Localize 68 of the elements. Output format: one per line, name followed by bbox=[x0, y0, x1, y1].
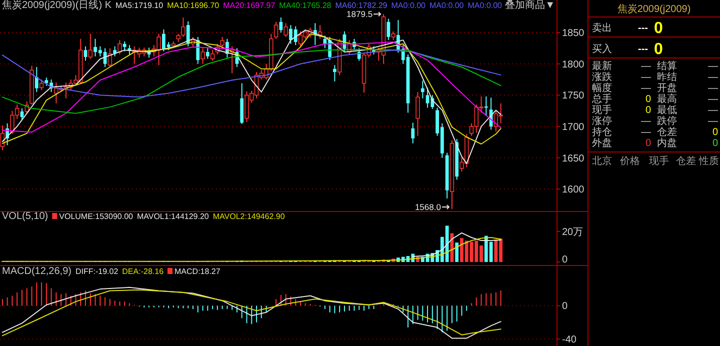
text: 0 bbox=[712, 138, 718, 149]
y-tick-label: 1800 bbox=[562, 59, 585, 70]
chart-title: VOL(5,10) bbox=[2, 211, 48, 222]
text: — bbox=[708, 94, 718, 105]
text: --- bbox=[638, 44, 648, 55]
text: 0 bbox=[712, 127, 718, 138]
y-tick-label: 1750 bbox=[562, 90, 585, 102]
legend: MA5:1719.10 MA10:1696.70 MA20:1697.97 MA40:1765.28 MA60:1782.29 bbox=[115, 1, 388, 10]
legend-label: VOLUME:153090.00 bbox=[59, 212, 134, 221]
y-tick-label: 1650 bbox=[562, 153, 585, 164]
text: — bbox=[641, 83, 651, 94]
y-tick-label: 0 bbox=[562, 301, 568, 312]
text: 最高 bbox=[657, 93, 677, 105]
y-tick-label: 1850 bbox=[562, 28, 585, 40]
y-tick-label: 1700 bbox=[562, 122, 585, 133]
text: 0 bbox=[654, 41, 663, 58]
y-tick-label: 0 bbox=[562, 254, 568, 266]
text: 开盘 bbox=[657, 82, 677, 94]
text: 性质 bbox=[698, 155, 719, 167]
text: --- bbox=[638, 23, 648, 34]
annotation: MA0:0.00 bbox=[391, 1, 426, 10]
text: 最新 bbox=[592, 60, 612, 72]
text: 幅度 bbox=[592, 82, 612, 94]
text: 结算 bbox=[657, 60, 677, 72]
text: — bbox=[708, 83, 718, 94]
text: — bbox=[708, 116, 718, 127]
text: 外盘 bbox=[592, 137, 612, 149]
annotation: 1568.0 bbox=[414, 202, 442, 212]
text: 买入 bbox=[592, 43, 612, 55]
chart-title: 焦炭2009(j2009)(日线) K bbox=[2, 0, 112, 11]
text: 涨停 bbox=[592, 115, 612, 127]
text: — bbox=[641, 61, 651, 72]
text: 持仓 bbox=[592, 126, 612, 138]
text: 涨跌 bbox=[592, 71, 612, 83]
text: 卖出 bbox=[592, 22, 612, 34]
text: 仓差 bbox=[657, 126, 677, 138]
y-tick-label: 1600 bbox=[562, 184, 585, 196]
text: — bbox=[708, 105, 718, 116]
chart-title: MACD(12,26,9) bbox=[2, 266, 72, 277]
text: 总手 bbox=[591, 93, 612, 105]
text: — bbox=[708, 61, 718, 72]
series-label: DEA:-28.16 bbox=[122, 267, 164, 276]
text: — bbox=[708, 72, 718, 83]
text: 焦炭2009(j2009) bbox=[617, 3, 691, 15]
y-tick-label: -40 bbox=[562, 334, 577, 346]
text: 跌停 bbox=[657, 115, 677, 127]
text: 0 bbox=[645, 138, 652, 149]
text: 最低 bbox=[657, 105, 677, 116]
series-label: DIFF:-19.02 bbox=[75, 267, 119, 276]
annotation: 1879.5 bbox=[346, 9, 373, 20]
text: 现手 bbox=[592, 104, 612, 116]
text: 内盘 bbox=[657, 137, 677, 149]
annotation: MA0:0.00 bbox=[430, 1, 464, 10]
text: 昨结 bbox=[657, 71, 677, 83]
text: — bbox=[641, 116, 651, 127]
text: 价格 bbox=[619, 155, 640, 167]
legend: VOLUME:153090.00 MAVOL1:144129.20 MAVOL2:149462.90 bbox=[52, 212, 285, 221]
text: — bbox=[641, 127, 651, 138]
text: 0 bbox=[654, 20, 663, 37]
legend-label: MACD:18.27 bbox=[174, 267, 221, 276]
text: 现手 bbox=[649, 155, 669, 167]
text: 0 bbox=[645, 94, 652, 105]
text: 北京 bbox=[592, 155, 612, 167]
y-tick-label: 20万 bbox=[562, 226, 584, 238]
text: 仓差 bbox=[676, 155, 696, 167]
text: — bbox=[641, 72, 651, 83]
annotation: MA0:0.00 bbox=[468, 1, 503, 10]
text: 0 bbox=[645, 105, 652, 116]
